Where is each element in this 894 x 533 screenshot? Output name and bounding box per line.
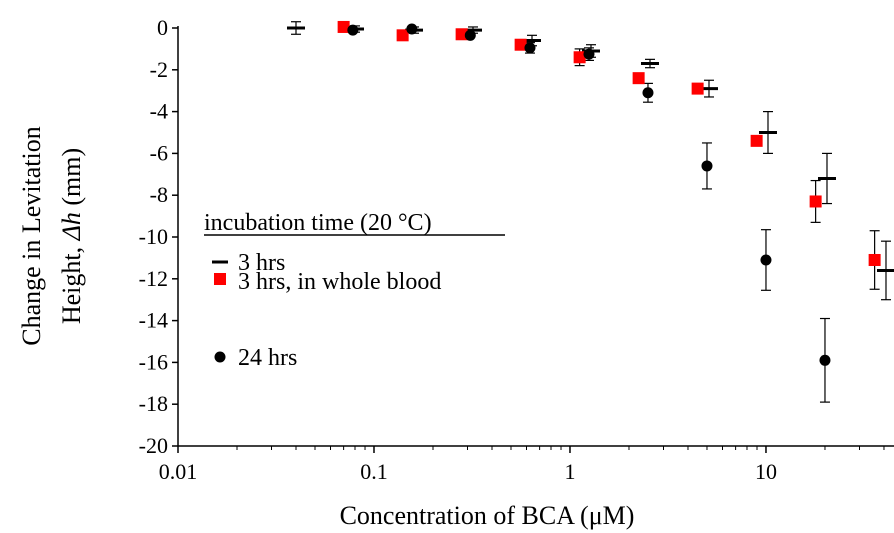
data-point-24hrs bbox=[819, 354, 831, 366]
y-axis-title-line2: Height, Δh (mm) bbox=[57, 148, 86, 324]
x-tick-label: 10 bbox=[755, 459, 777, 484]
y-tick-label: -10 bbox=[139, 224, 168, 249]
legend-label-24hrs: 24 hrs bbox=[238, 345, 297, 371]
data-point-24hrs bbox=[760, 254, 772, 266]
data-point-whole-blood bbox=[514, 38, 527, 51]
legend-label-whole-blood: 3 hrs, in whole blood bbox=[238, 269, 441, 295]
legend-marker-24hrs bbox=[214, 351, 226, 363]
y-tick-label: -16 bbox=[139, 349, 168, 374]
y-tick-label: -4 bbox=[150, 99, 168, 124]
data-point-whole-blood bbox=[868, 253, 881, 266]
y-axis-title-prefix: Height, bbox=[57, 240, 86, 324]
y-tick-label: 0 bbox=[157, 15, 168, 40]
data-point-whole-blood bbox=[396, 29, 409, 42]
data-point-24hrs bbox=[464, 29, 476, 41]
data-point-24hrs bbox=[524, 42, 536, 54]
data-marks bbox=[286, 20, 894, 366]
y-tick-label: -2 bbox=[150, 57, 168, 82]
data-point-24hrs bbox=[701, 160, 713, 172]
data-point-whole-blood bbox=[691, 82, 704, 95]
legend-marker-whole-blood bbox=[214, 273, 226, 285]
y-tick-label: -20 bbox=[139, 433, 168, 458]
data-point-whole-blood bbox=[337, 20, 350, 33]
y-axis-title-line1: Change in Levitation bbox=[17, 126, 46, 346]
x-axis-title: Concentration of BCA (μM) bbox=[340, 501, 635, 530]
legend-label-3hrs: 3 hrs bbox=[238, 250, 285, 276]
data-point-24hrs bbox=[406, 23, 418, 35]
y-tick-label: -8 bbox=[150, 182, 168, 207]
y-tick-label: -18 bbox=[139, 391, 168, 416]
data-point-24hrs bbox=[583, 48, 595, 60]
data-point-whole-blood bbox=[809, 195, 822, 208]
data-point-24hrs bbox=[347, 24, 359, 36]
axes: 0 -2 -4 -6 -8 -10 -12 -14 -16 -18 -200.01 0.1 1 10 bbox=[139, 15, 894, 484]
data-point-whole-blood bbox=[750, 134, 763, 147]
x-tick-label: 1 bbox=[564, 459, 575, 484]
data-point-24hrs bbox=[642, 87, 654, 99]
data-point-whole-blood bbox=[632, 72, 645, 85]
x-tick-label: 0.1 bbox=[360, 459, 388, 484]
x-tick-label: 0.01 bbox=[159, 459, 198, 484]
y-tick-label: -12 bbox=[139, 266, 168, 291]
data-point-whole-blood bbox=[455, 28, 468, 41]
y-tick-label: -6 bbox=[150, 140, 168, 165]
y-tick-label: -14 bbox=[139, 308, 168, 333]
legend: incubation time (20 °C) 3 hrs 3 hrs, in … bbox=[204, 210, 505, 371]
data-point-whole-blood bbox=[573, 51, 586, 64]
legend-title: incubation time (20 °C) bbox=[204, 210, 432, 236]
y-axis-title-suffix: (mm) bbox=[57, 148, 86, 212]
y-axis-title-symbol: Δh bbox=[57, 212, 86, 241]
